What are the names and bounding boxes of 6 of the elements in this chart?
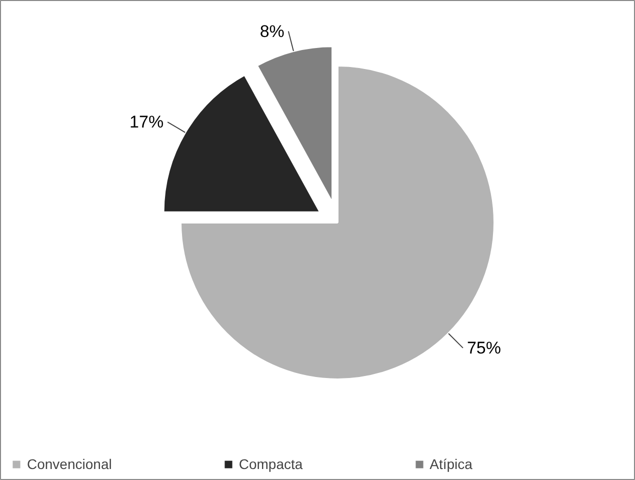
data-label: 75% <box>466 338 501 358</box>
legend-label: Compacta <box>238 456 303 472</box>
data-label: 8% <box>260 22 284 41</box>
legend-label: Convencional <box>27 456 112 472</box>
data-label: 17% <box>130 112 164 132</box>
legend-label: Atípica <box>430 456 472 472</box>
